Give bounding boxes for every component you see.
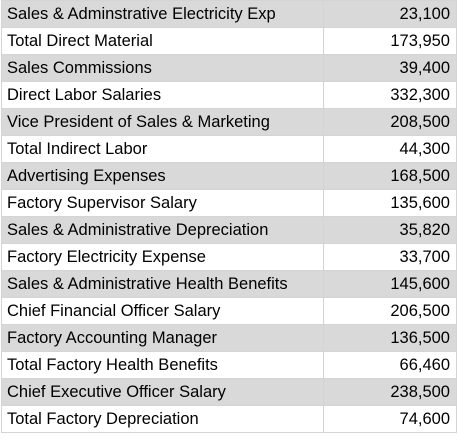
table-row: Direct Labor Salaries 332,300 [1, 81, 457, 109]
table-row: Sales & Administrative Health Benefits 1… [1, 270, 457, 298]
table-row: Vice President of Sales & Marketing 208,… [1, 108, 457, 136]
expense-value-cell[interactable]: 332,300 [323, 81, 457, 109]
table-row: Chief Executive Officer Salary 238,500 [1, 378, 457, 406]
expense-table: Sales & Adminstrative Electricity Exp 23… [1, 0, 457, 433]
expense-label-cell[interactable]: Factory Electricity Expense [1, 243, 324, 271]
table-row: Total Direct Material 173,950 [1, 27, 457, 55]
expense-value-cell[interactable]: 168,500 [323, 162, 457, 190]
expense-label-cell[interactable]: Factory Accounting Manager [1, 324, 324, 352]
expense-label-cell[interactable]: Chief Financial Officer Salary [1, 297, 324, 325]
expense-value-cell[interactable]: 135,600 [323, 189, 457, 217]
expense-value-cell[interactable]: 74,600 [323, 405, 457, 433]
table-row: Sales & Adminstrative Electricity Exp 23… [1, 0, 457, 28]
expense-value-cell[interactable]: 206,500 [323, 297, 457, 325]
expense-value-cell[interactable]: 23,100 [323, 0, 457, 28]
expense-value-cell[interactable]: 66,460 [323, 351, 457, 379]
expense-label-cell[interactable]: Total Direct Material [1, 27, 324, 55]
expense-value-cell[interactable]: 44,300 [323, 135, 457, 163]
expense-label-cell[interactable]: Direct Labor Salaries [1, 81, 324, 109]
expense-label-cell[interactable]: Sales & Administrative Depreciation [1, 216, 324, 244]
expense-label-cell[interactable]: Total Factory Depreciation [1, 405, 324, 433]
expense-label-cell[interactable]: Sales & Administrative Health Benefits [1, 270, 324, 298]
expense-value-cell[interactable]: 136,500 [323, 324, 457, 352]
expense-label-cell[interactable]: Sales & Adminstrative Electricity Exp [1, 0, 324, 28]
expense-label-cell[interactable]: Total Indirect Labor [1, 135, 324, 163]
table-row: Chief Financial Officer Salary 206,500 [1, 297, 457, 325]
expense-label-cell[interactable]: Sales Commissions [1, 54, 324, 82]
expense-value-cell[interactable]: 238,500 [323, 378, 457, 406]
expense-label-cell[interactable]: Advertising Expenses [1, 162, 324, 190]
table-row: Factory Electricity Expense 33,700 [1, 243, 457, 271]
expense-value-cell[interactable]: 145,600 [323, 270, 457, 298]
expense-value-cell[interactable]: 33,700 [323, 243, 457, 271]
table-row: Advertising Expenses 168,500 [1, 162, 457, 190]
table-row: Sales & Administrative Depreciation 35,8… [1, 216, 457, 244]
expense-label-cell[interactable]: Factory Supervisor Salary [1, 189, 324, 217]
table-row: Factory Supervisor Salary 135,600 [1, 189, 457, 217]
expense-value-cell[interactable]: 173,950 [323, 27, 457, 55]
expense-label-cell[interactable]: Chief Executive Officer Salary [1, 378, 324, 406]
expense-value-cell[interactable]: 208,500 [323, 108, 457, 136]
table-row: Total Indirect Labor 44,300 [1, 135, 457, 163]
expense-value-cell[interactable]: 35,820 [323, 216, 457, 244]
table-row: Factory Accounting Manager 136,500 [1, 324, 457, 352]
table-row: Sales Commissions 39,400 [1, 54, 457, 82]
table-row: Total Factory Depreciation 74,600 [1, 405, 457, 433]
expense-label-cell[interactable]: Vice President of Sales & Marketing [1, 108, 324, 136]
expense-label-cell[interactable]: Total Factory Health Benefits [1, 351, 324, 379]
table-row: Total Factory Health Benefits 66,460 [1, 351, 457, 379]
expense-value-cell[interactable]: 39,400 [323, 54, 457, 82]
